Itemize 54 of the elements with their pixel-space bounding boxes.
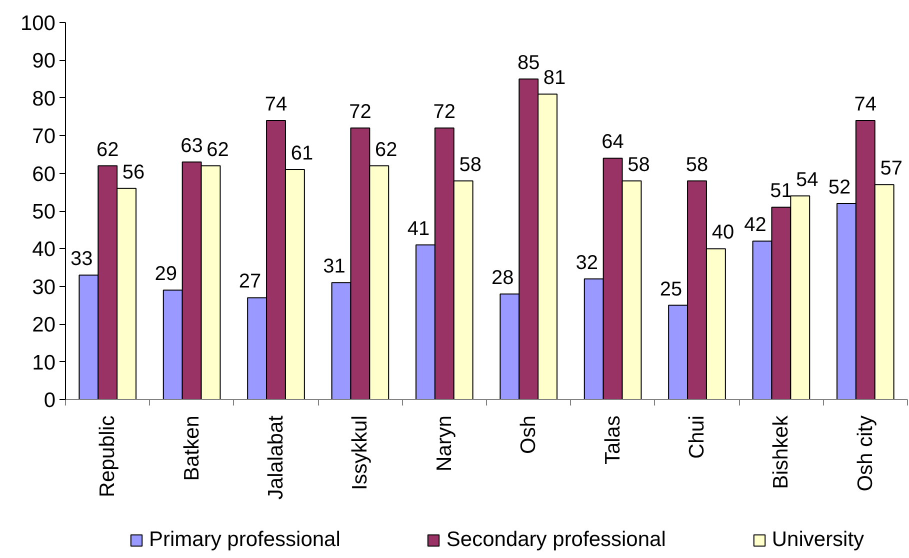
data-label: 58 xyxy=(459,154,482,176)
x-tick-label: Chui xyxy=(686,415,708,459)
data-label: 58 xyxy=(628,154,650,176)
x-tick-label: Republic xyxy=(96,415,120,498)
data-label: 56 xyxy=(122,161,145,184)
y-tick-label: 100 xyxy=(20,12,56,35)
y-tick-label: 20 xyxy=(32,314,56,337)
data-label: 62 xyxy=(206,138,229,161)
y-tick-label: 80 xyxy=(32,87,56,110)
x-tick-label: Osh city xyxy=(854,415,877,492)
data-label: 54 xyxy=(796,168,818,191)
data-label: 62 xyxy=(96,138,119,161)
legend-label: University xyxy=(772,528,864,552)
y-tick-label: 90 xyxy=(32,50,56,73)
x-tick-label: Naryn xyxy=(432,415,456,472)
data-label: 72 xyxy=(349,101,372,124)
legend-label: Secondary professional xyxy=(446,528,666,552)
data-label: 58 xyxy=(686,154,708,176)
x-tick-label: Batken xyxy=(180,415,204,481)
data-label: 63 xyxy=(180,134,203,157)
data-label: 33 xyxy=(70,248,93,270)
data-label: 57 xyxy=(880,158,902,180)
y-tick-label: 10 xyxy=(32,351,56,374)
data-label: 85 xyxy=(517,52,540,74)
data-label: 31 xyxy=(323,256,346,278)
data-label: 64 xyxy=(602,131,624,154)
y-tick-label: 50 xyxy=(32,200,56,224)
data-label: 40 xyxy=(712,222,734,244)
y-tick-label: 60 xyxy=(32,162,56,186)
data-label: 74 xyxy=(854,94,877,116)
data-label: 62 xyxy=(375,138,398,161)
x-tick-label: Bishkek xyxy=(770,415,793,490)
data-label: 29 xyxy=(154,263,177,286)
data-label: 41 xyxy=(407,218,430,240)
data-label: 61 xyxy=(290,142,314,165)
data-label: 32 xyxy=(576,252,598,274)
data-label: 25 xyxy=(660,278,682,300)
data-label: 52 xyxy=(828,176,851,198)
y-tick-label: 30 xyxy=(32,276,56,299)
data-label: 42 xyxy=(744,214,766,236)
data-label: 81 xyxy=(543,67,566,90)
x-tick-label: Jalalabat xyxy=(264,415,288,500)
legend-label: Primary professional xyxy=(149,528,340,552)
data-label: 27 xyxy=(238,270,262,293)
x-tick-label: Osh xyxy=(517,416,540,454)
data-label: 28 xyxy=(492,266,514,289)
data-label: 72 xyxy=(433,101,456,124)
y-tick-label: 40 xyxy=(32,238,56,262)
x-tick-label: Talas xyxy=(601,415,624,465)
x-tick-label: Issykkul xyxy=(348,415,372,490)
data-label: 74 xyxy=(264,94,288,116)
y-tick-label: 0 xyxy=(44,389,56,412)
data-label: 51 xyxy=(770,180,792,202)
y-tick-label: 70 xyxy=(32,125,56,148)
